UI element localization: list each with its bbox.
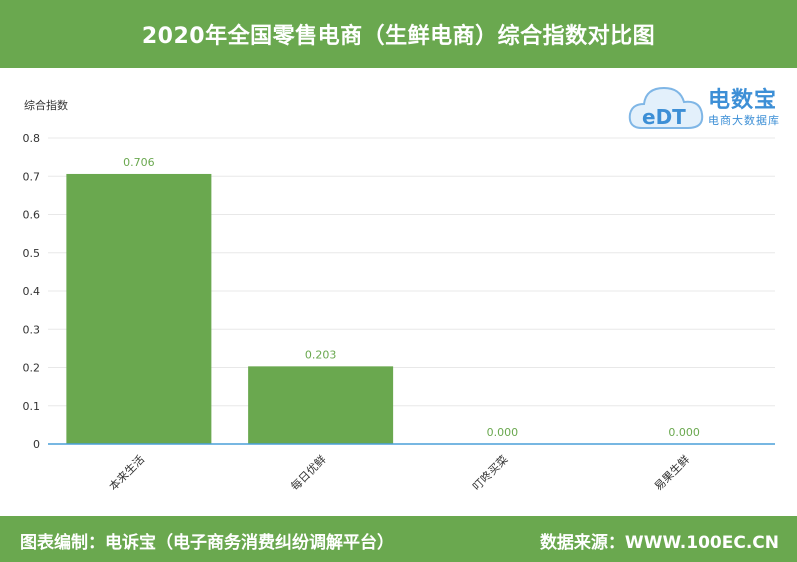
y-tick-label: 0.2 bbox=[23, 362, 41, 375]
value-label: 0.000 bbox=[487, 426, 519, 439]
y-tick-label: 0.6 bbox=[23, 209, 41, 222]
y-tick-label: 0.1 bbox=[23, 400, 41, 413]
chart-header: 2020年全国零售电商（生鲜电商）综合指数对比图 bbox=[0, 0, 797, 68]
y-tick-label: 0.3 bbox=[23, 323, 41, 336]
bar-chart: 0 0.1 0.2 0.3 0.4 0.5 0.6 0.7 0.8 综合指数 0.706 0.20… bbox=[23, 98, 775, 493]
logo-subtitle: 电商大数据库 bbox=[708, 114, 780, 127]
y-axis-ticks: 0 0.1 0.2 0.3 0.4 0.5 0.6 0.7 0.8 bbox=[23, 132, 41, 451]
chart-title: 2020年全国零售电商（生鲜电商）综合指数对比图 bbox=[141, 24, 656, 49]
logo-brand: 电数宝 bbox=[708, 88, 778, 113]
x-axis-ticks: 本来生活 每日优鲜 叮咚买菜 易果生鲜 bbox=[106, 452, 692, 493]
footer-bar: 图表编制：电诉宝（电子商务消费纠纷调解平台） 数据来源：WWW.100EC.CN bbox=[0, 516, 797, 562]
value-label: 0.203 bbox=[305, 348, 337, 361]
y-tick-label: 0.4 bbox=[23, 285, 41, 298]
x-tick-label: 每日优鲜 bbox=[288, 452, 329, 493]
value-label: 0.706 bbox=[123, 156, 155, 169]
bar bbox=[248, 366, 394, 444]
footer-credit: 图表编制：电诉宝（电子商务消费纠纷调解平台） bbox=[20, 533, 394, 553]
value-labels: 0.706 0.203 0.000 0.000 bbox=[123, 156, 700, 439]
footer-source: 数据来源：WWW.100EC.CN bbox=[539, 533, 779, 553]
x-tick-label: 易果生鲜 bbox=[651, 452, 692, 493]
bar bbox=[66, 173, 212, 444]
value-label: 0.000 bbox=[668, 426, 700, 439]
y-tick-label: 0.8 bbox=[23, 132, 41, 145]
y-tick-label: 0 bbox=[33, 438, 40, 451]
bars bbox=[66, 173, 394, 444]
logo-mark: eDT bbox=[642, 105, 686, 129]
x-tick-label: 叮咚买菜 bbox=[469, 452, 510, 493]
cloud-logo-icon: eDT bbox=[628, 86, 704, 129]
y-tick-label: 0.5 bbox=[23, 247, 41, 260]
y-axis-label: 综合指数 bbox=[24, 98, 68, 112]
edt-logo: eDT 电数宝 电商大数据库 bbox=[628, 76, 793, 136]
y-tick-label: 0.7 bbox=[23, 170, 41, 183]
x-tick-label: 本来生活 bbox=[106, 452, 147, 493]
